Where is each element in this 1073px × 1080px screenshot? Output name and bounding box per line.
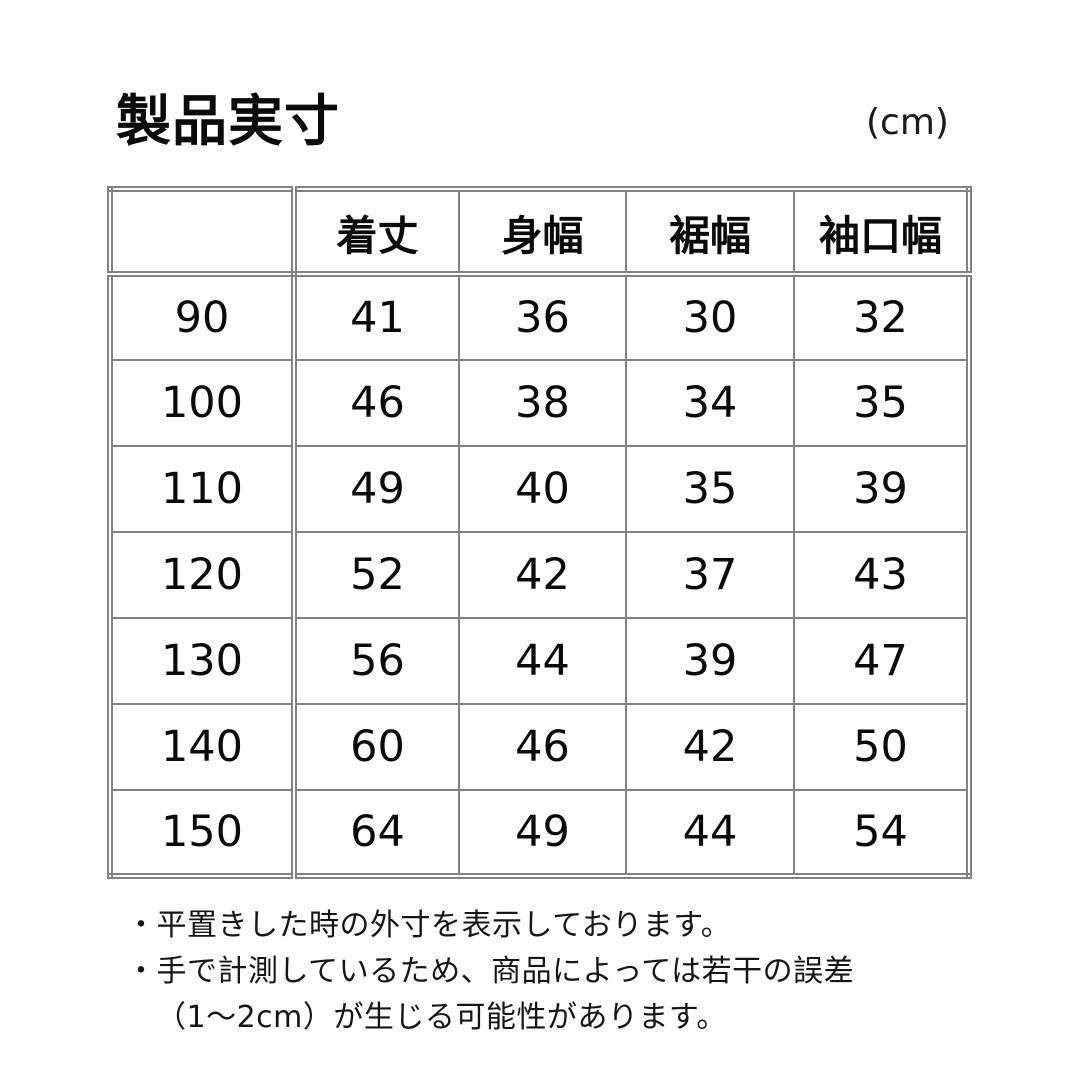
col-header-hem-width: 裾幅 xyxy=(625,188,795,277)
note-line-1: ・平置きした時の外寸を表示しております。 xyxy=(126,908,732,943)
col-header-length: 着丈 xyxy=(293,188,460,277)
size-cell: 110 xyxy=(109,445,297,533)
measurement-cell: 40 xyxy=(458,445,627,533)
measurement-notes: ・平置きした時の外寸を表示しております。 ・手で計測しているため、商品によっては… xyxy=(126,903,854,1041)
page-title: 製品実寸 xyxy=(116,89,341,153)
note-line-3: （1～2cm）が生じる可能性があります。 xyxy=(156,1000,727,1035)
measurement-cell: 44 xyxy=(458,617,627,705)
measurement-cell: 35 xyxy=(625,445,795,533)
size-cell: 140 xyxy=(109,703,297,791)
note-line-2: ・手で計測しているため、商品によっては若干の誤差 xyxy=(126,954,855,989)
measurement-cell: 30 xyxy=(625,273,795,361)
measurement-cell: 46 xyxy=(293,359,460,447)
measurement-cell: 39 xyxy=(793,445,970,533)
table-row: 100 46 38 34 35 xyxy=(109,359,970,447)
table-row: 110 49 40 35 39 xyxy=(109,445,970,533)
measurement-cell: 46 xyxy=(458,703,627,791)
unit-label: (cm) xyxy=(866,102,949,143)
size-cell: 90 xyxy=(109,273,297,361)
size-spec-table: 着丈 身幅 裾幅 袖口幅 90 41 36 30 32 100 46 38 34… xyxy=(107,186,972,879)
measurement-cell: 37 xyxy=(625,531,795,619)
size-cell: 120 xyxy=(109,531,297,619)
table-row: 120 52 42 37 43 xyxy=(109,531,970,619)
measurement-cell: 56 xyxy=(293,617,460,705)
table-row: 150 64 49 44 54 xyxy=(109,789,970,877)
size-cell: 150 xyxy=(109,789,297,877)
measurement-cell: 64 xyxy=(293,789,460,877)
measurement-cell: 34 xyxy=(625,359,795,447)
table-header: 着丈 身幅 裾幅 袖口幅 xyxy=(109,188,970,277)
measurement-cell: 54 xyxy=(793,789,970,877)
measurement-cell: 43 xyxy=(793,531,970,619)
col-header-cuff-width: 袖口幅 xyxy=(793,188,970,277)
measurement-cell: 39 xyxy=(625,617,795,705)
measurement-cell: 35 xyxy=(793,359,970,447)
measurement-cell: 38 xyxy=(458,359,627,447)
measurement-cell: 41 xyxy=(293,273,460,361)
measurement-cell: 49 xyxy=(293,445,460,533)
measurement-cell: 47 xyxy=(793,617,970,705)
col-header-size xyxy=(109,188,297,277)
measurement-cell: 49 xyxy=(458,789,627,877)
size-cell: 100 xyxy=(109,359,297,447)
table-row: 90 41 36 30 32 xyxy=(109,273,970,361)
table-body: 90 41 36 30 32 100 46 38 34 35 110 49 40… xyxy=(109,273,970,877)
measurement-cell: 42 xyxy=(458,531,627,619)
size-cell: 130 xyxy=(109,617,297,705)
measurement-cell: 32 xyxy=(793,273,970,361)
measurement-cell: 44 xyxy=(625,789,795,877)
measurement-cell: 36 xyxy=(458,273,627,361)
table-row: 130 56 44 39 47 xyxy=(109,617,970,705)
col-header-body-width: 身幅 xyxy=(458,188,627,277)
header-row: 着丈 身幅 裾幅 袖口幅 xyxy=(109,188,970,277)
table-row: 140 60 46 42 50 xyxy=(109,703,970,791)
measurement-cell: 60 xyxy=(293,703,460,791)
measurement-cell: 52 xyxy=(293,531,460,619)
measurement-cell: 42 xyxy=(625,703,795,791)
measurement-cell: 50 xyxy=(793,703,970,791)
